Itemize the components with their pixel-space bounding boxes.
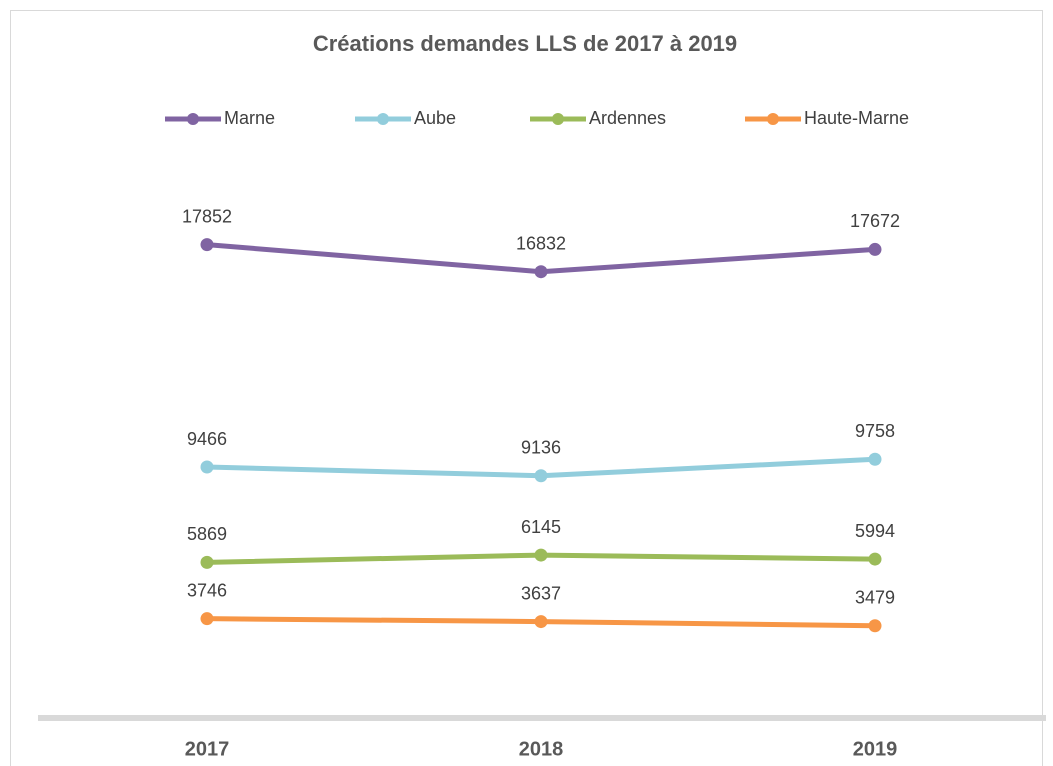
- data-label: 3479: [855, 588, 895, 608]
- data-point: [868, 242, 882, 256]
- x-tick-label: 2018: [519, 738, 564, 760]
- legend-marker: [767, 113, 779, 125]
- data-label: 17852: [182, 206, 232, 226]
- legend-label: Marne: [224, 108, 275, 128]
- data-label: 5994: [855, 521, 895, 541]
- data-point: [534, 469, 548, 483]
- x-tick-label: 2017: [185, 738, 230, 760]
- data-label: 17672: [850, 211, 900, 231]
- data-point: [200, 612, 214, 626]
- data-point: [868, 552, 882, 566]
- data-point: [868, 452, 882, 466]
- data-point: [868, 619, 882, 633]
- data-label: 16832: [516, 233, 566, 253]
- legend-label: Aube: [414, 108, 456, 128]
- data-point: [200, 460, 214, 474]
- data-point: [200, 555, 214, 569]
- data-label: 6145: [521, 517, 561, 537]
- chart-title: Créations demandes LLS de 2017 à 2019: [313, 31, 737, 56]
- legend-label: Ardennes: [589, 108, 666, 128]
- legend-marker: [552, 113, 564, 125]
- data-label: 3637: [521, 583, 561, 603]
- legend-label: Haute-Marne: [804, 108, 909, 128]
- legend-marker: [377, 113, 389, 125]
- data-label: 5869: [187, 524, 227, 544]
- data-label: 9758: [855, 421, 895, 441]
- data-label: 3746: [187, 580, 227, 600]
- x-tick-label: 2019: [853, 738, 898, 760]
- data-point: [534, 265, 548, 279]
- data-label: 9466: [187, 429, 227, 449]
- chart-border: [10, 10, 1043, 766]
- data-point: [534, 548, 548, 562]
- data-point: [534, 615, 548, 629]
- data-label: 9136: [521, 438, 561, 458]
- data-point: [200, 238, 214, 252]
- legend-marker: [187, 113, 199, 125]
